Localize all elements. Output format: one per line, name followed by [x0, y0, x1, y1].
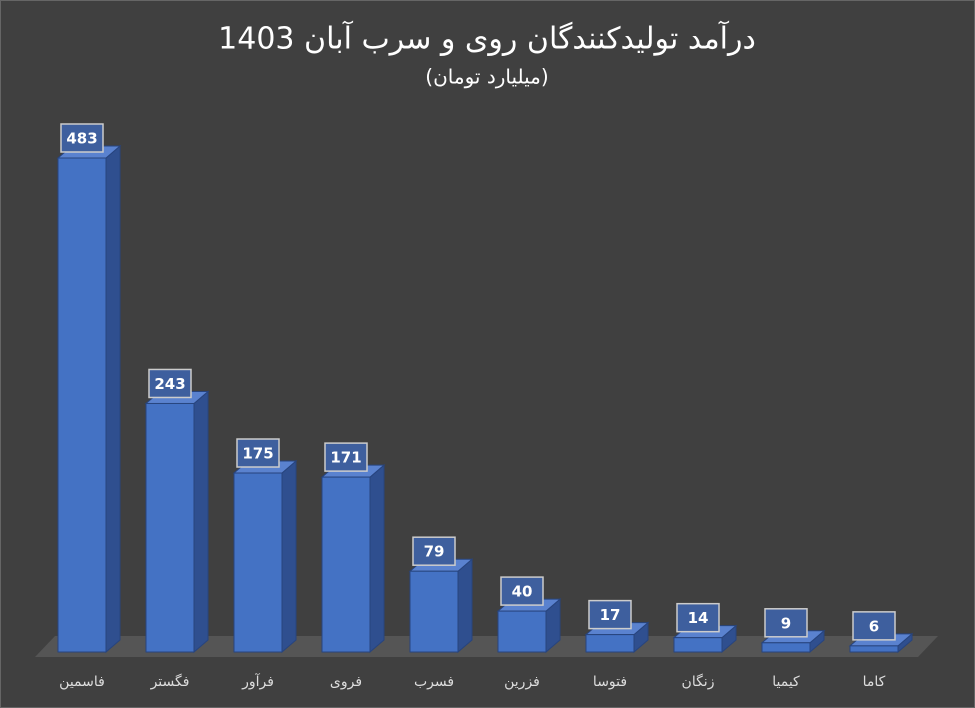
value-label-box [324, 442, 368, 472]
bar [409, 570, 459, 653]
x-tick-label: فزرین [504, 674, 540, 690]
bar [321, 476, 371, 653]
x-tick-label: فاسمین [59, 674, 105, 690]
value-label-box [764, 608, 808, 638]
value-label-box [236, 438, 280, 468]
value-label: 79 [424, 543, 445, 561]
bar-side [281, 459, 297, 654]
x-tick-label: فرآور [241, 673, 274, 690]
bar [233, 472, 283, 653]
bar [761, 642, 811, 653]
value-label-box [852, 611, 896, 641]
bar [849, 645, 899, 653]
value-label: 483 [66, 130, 97, 148]
value-label: 171 [330, 449, 361, 467]
bar [585, 634, 635, 653]
x-tick-label: فروی [330, 674, 362, 690]
chart-title: درآمد تولیدکنندگان روی و سرب آبان 1403 [218, 21, 756, 57]
value-label-box [412, 536, 456, 566]
x-tick-label: فگستر [150, 673, 190, 690]
x-tick-label: زنگان [682, 673, 715, 690]
bar [57, 157, 107, 653]
value-label: 14 [688, 609, 709, 627]
value-label: 6 [869, 617, 879, 635]
bar [497, 610, 547, 653]
bar [145, 402, 195, 653]
bar-side [193, 390, 209, 654]
x-tick-label: کاما [863, 674, 886, 690]
value-label-box [148, 368, 192, 399]
x-tick-label: کیمیا [772, 674, 800, 690]
x-tick-label: فسرب [414, 674, 454, 690]
chart-subtitle: (میلیارد تومان) [425, 65, 548, 89]
value-label: 17 [600, 606, 621, 624]
bar-side [369, 464, 385, 654]
bar [673, 637, 723, 653]
value-label: 175 [242, 445, 273, 463]
value-label-box [500, 576, 544, 606]
value-label: 9 [781, 614, 791, 632]
bar-side [105, 144, 121, 654]
value-label: 40 [512, 583, 533, 601]
value-label-box [60, 123, 104, 153]
x-tick-label: فتوسا [593, 674, 627, 690]
value-label-box [676, 602, 720, 633]
bar-side [457, 558, 473, 654]
value-label: 243 [154, 375, 185, 393]
value-label-box [588, 599, 632, 630]
